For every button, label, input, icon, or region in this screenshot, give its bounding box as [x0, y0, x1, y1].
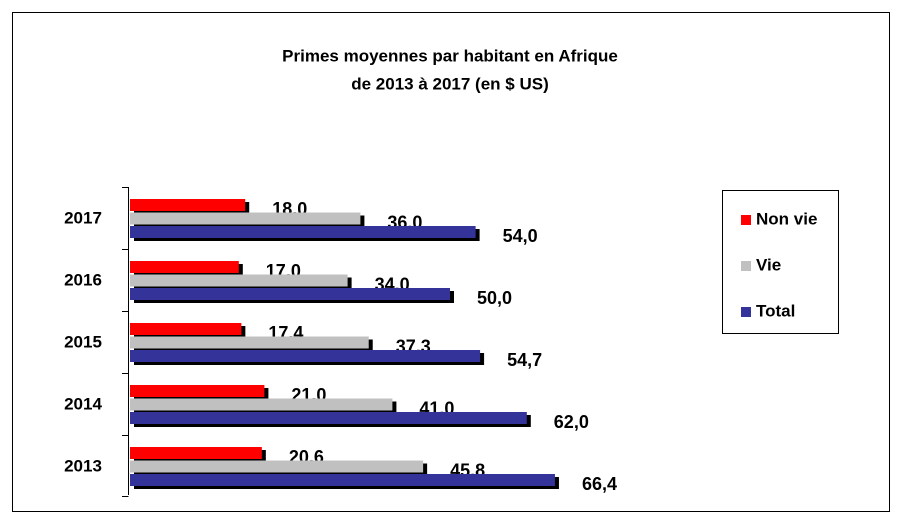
value-label: 54,0: [503, 226, 538, 246]
bar: [130, 336, 369, 349]
bar: [130, 274, 348, 287]
bar: [130, 288, 450, 300]
value-label: 50,0: [477, 288, 512, 308]
bar: [130, 447, 262, 459]
bar: [130, 474, 555, 486]
bar: [130, 460, 424, 473]
bar: [130, 226, 476, 238]
y-tick-label: 2014: [64, 394, 102, 413]
bar: [130, 199, 246, 211]
bar: [130, 398, 393, 411]
legend-label: Total: [756, 301, 795, 320]
y-tick-label: 2013: [64, 456, 102, 475]
legend-swatch: [741, 307, 751, 317]
value-label: 54,7: [507, 350, 542, 370]
chart-subtitle: de 2013 à 2017 (en $ US): [351, 74, 549, 93]
legend-swatch: [741, 261, 751, 271]
y-tick-label: 2015: [64, 332, 102, 351]
value-label: 66,4: [582, 474, 617, 494]
y-tick-label: 2017: [64, 208, 102, 227]
bar: [130, 412, 527, 424]
bar: [130, 350, 481, 362]
bar: [130, 261, 239, 273]
legend-label: Vie: [756, 255, 781, 274]
chart-title: Primes moyennes par habitant en Afrique: [282, 46, 618, 65]
legend-label: Non vie: [756, 209, 817, 228]
y-tick-label: 2016: [64, 270, 102, 289]
legend-swatch: [741, 215, 751, 225]
bar: [130, 323, 242, 335]
value-label: 62,0: [554, 412, 589, 432]
bar: [130, 385, 265, 397]
bar: [130, 212, 361, 225]
